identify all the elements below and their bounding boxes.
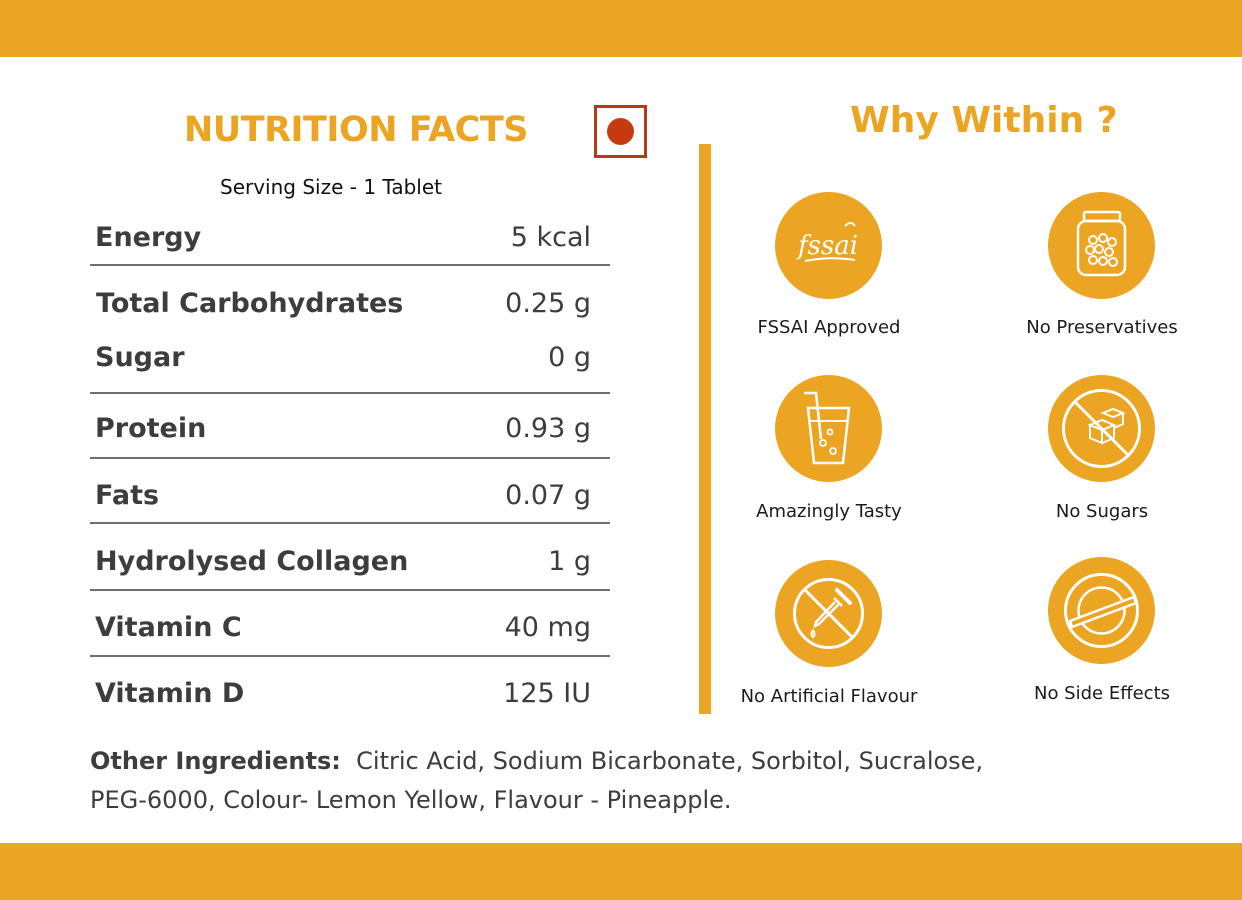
feature-no-preservatives: No Preservatives <box>984 192 1224 362</box>
nutrient-name: Vitamin C <box>95 612 242 643</box>
feature-amazingly-tasty: Amazingly Tasty <box>711 375 951 545</box>
other-ingredients: Other Ingredients: Citric Acid, Sodium B… <box>90 742 1030 820</box>
nutrient-name: Vitamin D <box>95 678 245 709</box>
nutrient-row-fats: Fats 0.07 g <box>90 480 610 530</box>
nutrient-name: Sugar <box>95 342 185 373</box>
feature-label: No Side Effects <box>1033 683 1171 704</box>
fssai-logo-icon: fssai <box>775 192 882 299</box>
no-dropper-icon <box>775 560 882 667</box>
svg-text:fssai: fssai <box>796 231 858 261</box>
ingredients-label: Other Ingredients: <box>90 747 341 775</box>
feature-no-sugars: No Sugars <box>984 375 1224 545</box>
nutrient-value: 5 kcal <box>510 222 591 253</box>
nutrient-name: Energy <box>95 222 202 253</box>
nutrient-value: 0 g <box>548 342 591 373</box>
row-divider <box>90 655 610 657</box>
jar-icon <box>1048 192 1155 299</box>
nutrient-name: Hydrolysed Collagen <box>95 546 409 577</box>
feature-no-artificial-flavour: No Artificial Flavour <box>711 560 951 730</box>
nutrient-value: 125 IU <box>503 678 591 709</box>
nutrient-name: Protein <box>95 413 207 444</box>
nutrient-row-hydrolysed-collagen: Hydrolysed Collagen 1 g <box>90 546 610 596</box>
row-divider <box>90 589 610 591</box>
nutrient-row-protein: Protein 0.93 g <box>90 413 610 463</box>
nutrient-value: 1 g <box>548 546 591 577</box>
veg-mark-icon <box>594 105 647 158</box>
row-divider <box>90 264 610 266</box>
feature-no-side-effects: No Side Effects <box>984 557 1224 727</box>
nutrient-name: Fats <box>95 480 160 511</box>
nutrient-name: Total Carbohydrates <box>96 288 404 319</box>
why-within-title: Why Within ? <box>850 100 1118 141</box>
top-color-band <box>0 0 1242 57</box>
feature-label: No Preservatives <box>1026 317 1178 338</box>
nutrient-value: 0.25 g <box>505 288 591 319</box>
ingredients-text: Citric Acid, Sodium Bicarbonate, Sorbito… <box>90 747 984 814</box>
row-divider <box>90 457 610 459</box>
nutrient-value: 40 mg <box>504 612 591 643</box>
nutrient-value: 0.07 g <box>505 480 591 511</box>
row-divider <box>90 392 610 394</box>
feature-label: Amazingly Tasty <box>756 501 902 522</box>
column-separator-bar <box>699 144 711 714</box>
nutrient-row-vitamin-d: Vitamin D 125 IU <box>90 678 610 728</box>
nutrient-row-sugar: Sugar 0 g <box>90 342 610 392</box>
feature-label: No Artificial Flavour <box>740 686 918 707</box>
nutrition-facts-title: NUTRITION FACTS <box>184 110 528 150</box>
no-pill-icon <box>1048 557 1155 664</box>
nutrient-value: 0.93 g <box>505 413 591 444</box>
no-sugar-cubes-icon <box>1048 375 1155 482</box>
feature-label: FSSAI Approved <box>757 317 901 338</box>
feature-label: No Sugars <box>1055 501 1149 522</box>
drink-glass-icon <box>775 375 882 482</box>
serving-size: Serving Size - 1 Tablet <box>220 175 442 199</box>
row-divider <box>90 522 610 524</box>
nutrient-row-total-carbohydrates: Total Carbohydrates 0.25 g <box>90 288 610 338</box>
feature-fssai-approved: fssai FSSAI Approved <box>711 192 951 362</box>
nutrient-row-energy: Energy 5 kcal <box>90 222 610 272</box>
bottom-color-band <box>0 843 1242 900</box>
nutrient-row-vitamin-c: Vitamin C 40 mg <box>90 612 610 662</box>
